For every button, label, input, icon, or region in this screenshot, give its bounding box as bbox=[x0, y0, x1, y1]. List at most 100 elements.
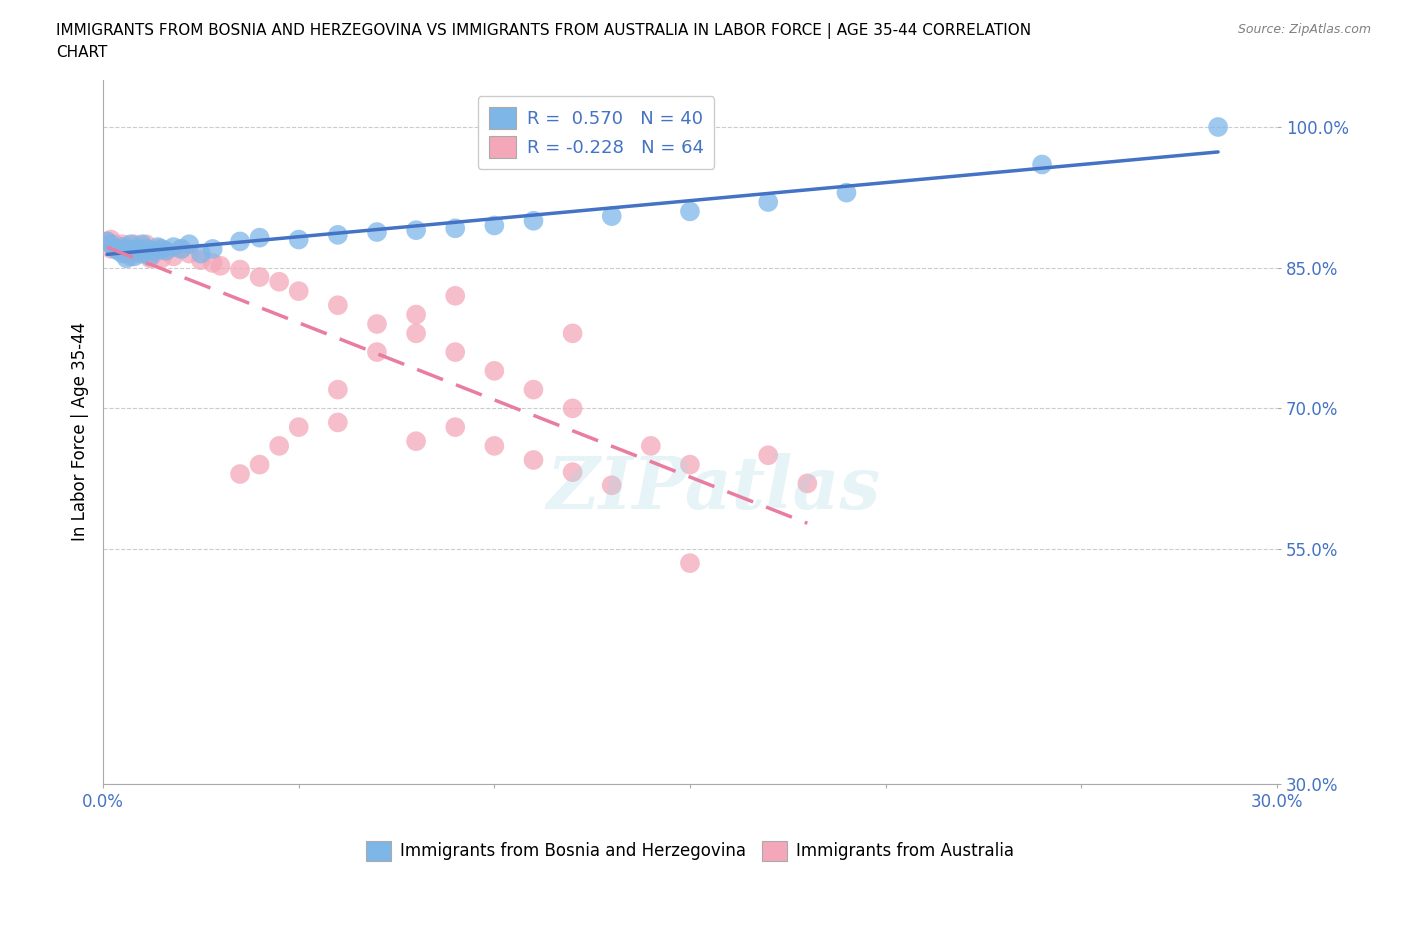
Point bbox=[366, 316, 388, 331]
Text: IMMIGRANTS FROM BOSNIA AND HERZEGOVINA VS IMMIGRANTS FROM AUSTRALIA IN LABOR FOR: IMMIGRANTS FROM BOSNIA AND HERZEGOVINA V… bbox=[56, 23, 1032, 39]
Point bbox=[107, 244, 129, 259]
Point bbox=[115, 242, 138, 257]
Point bbox=[326, 382, 349, 397]
Point bbox=[405, 307, 427, 322]
Point bbox=[1031, 157, 1053, 172]
Point bbox=[131, 237, 153, 252]
Point bbox=[100, 232, 122, 247]
Point bbox=[107, 240, 129, 255]
Y-axis label: In Labor Force | Age 35-44: In Labor Force | Age 35-44 bbox=[72, 323, 89, 541]
Point bbox=[484, 438, 506, 453]
Point bbox=[135, 237, 157, 252]
Point bbox=[124, 244, 146, 259]
Point bbox=[229, 262, 252, 277]
Point bbox=[124, 249, 146, 264]
Point bbox=[405, 222, 427, 237]
Text: ZIPatlas: ZIPatlas bbox=[547, 453, 880, 524]
Point bbox=[100, 237, 122, 252]
Point bbox=[111, 246, 134, 261]
Point bbox=[484, 218, 506, 232]
Text: Source: ZipAtlas.com: Source: ZipAtlas.com bbox=[1237, 23, 1371, 36]
Point bbox=[405, 326, 427, 340]
Point bbox=[229, 467, 252, 482]
Point bbox=[111, 242, 134, 257]
Point bbox=[120, 237, 142, 252]
Point bbox=[444, 419, 467, 434]
Point bbox=[111, 237, 134, 252]
Point bbox=[124, 237, 146, 252]
Point bbox=[127, 242, 149, 257]
Point bbox=[127, 242, 149, 257]
Point bbox=[139, 251, 162, 266]
Point bbox=[190, 253, 212, 268]
Point bbox=[405, 433, 427, 448]
Point bbox=[679, 204, 702, 219]
Point bbox=[287, 284, 309, 299]
Point bbox=[326, 298, 349, 312]
Point bbox=[444, 220, 467, 235]
Point bbox=[269, 438, 291, 453]
Legend: Immigrants from Bosnia and Herzegovina, Immigrants from Australia: Immigrants from Bosnia and Herzegovina, … bbox=[360, 834, 1021, 868]
Point bbox=[679, 458, 702, 472]
Point bbox=[229, 234, 252, 249]
Point bbox=[209, 259, 232, 273]
Point bbox=[146, 240, 169, 255]
Point bbox=[201, 242, 224, 257]
Point bbox=[139, 249, 162, 264]
Point bbox=[561, 401, 583, 416]
Point bbox=[107, 244, 129, 259]
Point bbox=[522, 382, 544, 397]
Point bbox=[115, 251, 138, 266]
Point bbox=[162, 249, 184, 264]
Point bbox=[190, 246, 212, 261]
Point bbox=[640, 438, 662, 453]
Point bbox=[249, 458, 271, 472]
Point bbox=[100, 242, 122, 257]
Point bbox=[326, 415, 349, 430]
Point bbox=[115, 240, 138, 255]
Point bbox=[155, 244, 177, 259]
Point bbox=[150, 242, 173, 257]
Point bbox=[1206, 120, 1229, 135]
Point bbox=[104, 242, 127, 257]
Point bbox=[600, 208, 623, 223]
Point bbox=[104, 237, 127, 252]
Point bbox=[269, 274, 291, 289]
Point bbox=[96, 234, 118, 249]
Point bbox=[287, 232, 309, 247]
Point bbox=[522, 213, 544, 228]
Point bbox=[170, 242, 193, 257]
Point bbox=[124, 244, 146, 259]
Point bbox=[179, 237, 201, 252]
Point bbox=[127, 246, 149, 261]
Point bbox=[366, 345, 388, 360]
Point bbox=[366, 225, 388, 240]
Point bbox=[135, 242, 157, 257]
Point bbox=[561, 326, 583, 340]
Point bbox=[756, 194, 779, 209]
Point bbox=[120, 249, 142, 264]
Point bbox=[146, 242, 169, 257]
Point bbox=[115, 246, 138, 261]
Point bbox=[287, 419, 309, 434]
Point bbox=[155, 244, 177, 259]
Point bbox=[201, 256, 224, 271]
Point bbox=[326, 228, 349, 243]
Point bbox=[143, 246, 166, 261]
Point bbox=[179, 246, 201, 261]
Point bbox=[111, 240, 134, 255]
Point bbox=[522, 453, 544, 468]
Point bbox=[835, 185, 858, 200]
Point bbox=[170, 242, 193, 257]
Point bbox=[249, 270, 271, 285]
Point bbox=[162, 240, 184, 255]
Point bbox=[131, 244, 153, 259]
Point bbox=[561, 465, 583, 480]
Point bbox=[444, 345, 467, 360]
Point bbox=[600, 478, 623, 493]
Point bbox=[135, 242, 157, 257]
Text: CHART: CHART bbox=[56, 45, 108, 60]
Point bbox=[679, 556, 702, 571]
Point bbox=[796, 476, 818, 491]
Point bbox=[143, 244, 166, 259]
